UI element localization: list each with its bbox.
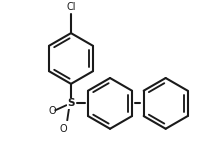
- Text: S: S: [67, 98, 75, 108]
- Text: O: O: [49, 106, 56, 116]
- Text: Cl: Cl: [66, 2, 76, 12]
- Text: O: O: [59, 124, 67, 134]
